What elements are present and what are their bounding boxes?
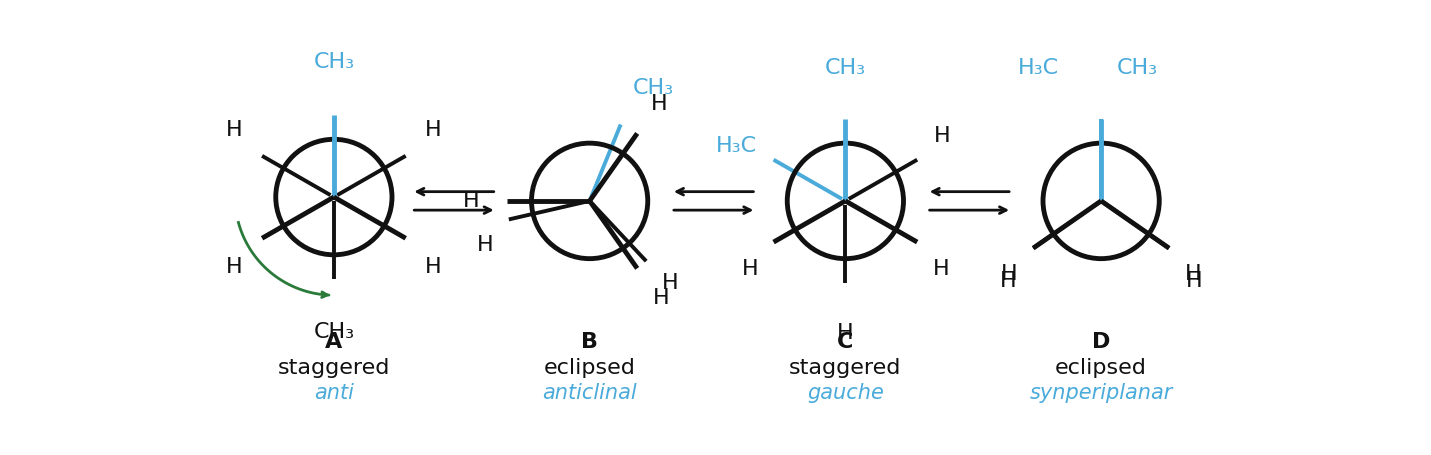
Text: CH₃: CH₃ — [633, 77, 674, 97]
Text: H: H — [226, 258, 243, 278]
Text: anti: anti — [313, 384, 353, 404]
Text: staggered: staggered — [278, 358, 391, 378]
Text: H₃C: H₃C — [716, 136, 757, 156]
Text: B: B — [581, 332, 598, 352]
Text: H: H — [741, 259, 758, 279]
Text: H: H — [934, 126, 950, 146]
Text: staggered: staggered — [788, 358, 902, 378]
Text: H: H — [933, 259, 949, 279]
Text: H: H — [837, 324, 854, 344]
Text: eclipsed: eclipsed — [1055, 358, 1148, 378]
Text: H: H — [653, 288, 670, 308]
Text: H: H — [477, 235, 494, 255]
Text: H: H — [1185, 263, 1201, 283]
Text: CH₃: CH₃ — [1116, 59, 1158, 78]
Text: H: H — [651, 94, 668, 114]
Text: H: H — [1186, 271, 1202, 291]
Text: H: H — [661, 273, 678, 293]
Text: D: D — [1092, 332, 1110, 352]
Text: H: H — [425, 121, 442, 141]
Text: CH₃: CH₃ — [824, 59, 866, 78]
Text: H: H — [226, 121, 243, 141]
Text: gauche: gauche — [807, 384, 884, 404]
Text: H₃C: H₃C — [1017, 59, 1059, 78]
Text: H: H — [999, 271, 1016, 291]
Text: anticlinal: anticlinal — [542, 384, 637, 404]
Text: synperiplanar: synperiplanar — [1029, 384, 1173, 404]
Text: A: A — [325, 332, 342, 352]
Text: CH₃: CH₃ — [313, 52, 355, 72]
Text: H: H — [464, 191, 479, 211]
Text: eclipsed: eclipsed — [544, 358, 635, 378]
Text: H: H — [425, 258, 442, 278]
Text: H: H — [1002, 263, 1017, 283]
Text: CH₃: CH₃ — [313, 322, 355, 342]
Text: C: C — [837, 332, 853, 352]
